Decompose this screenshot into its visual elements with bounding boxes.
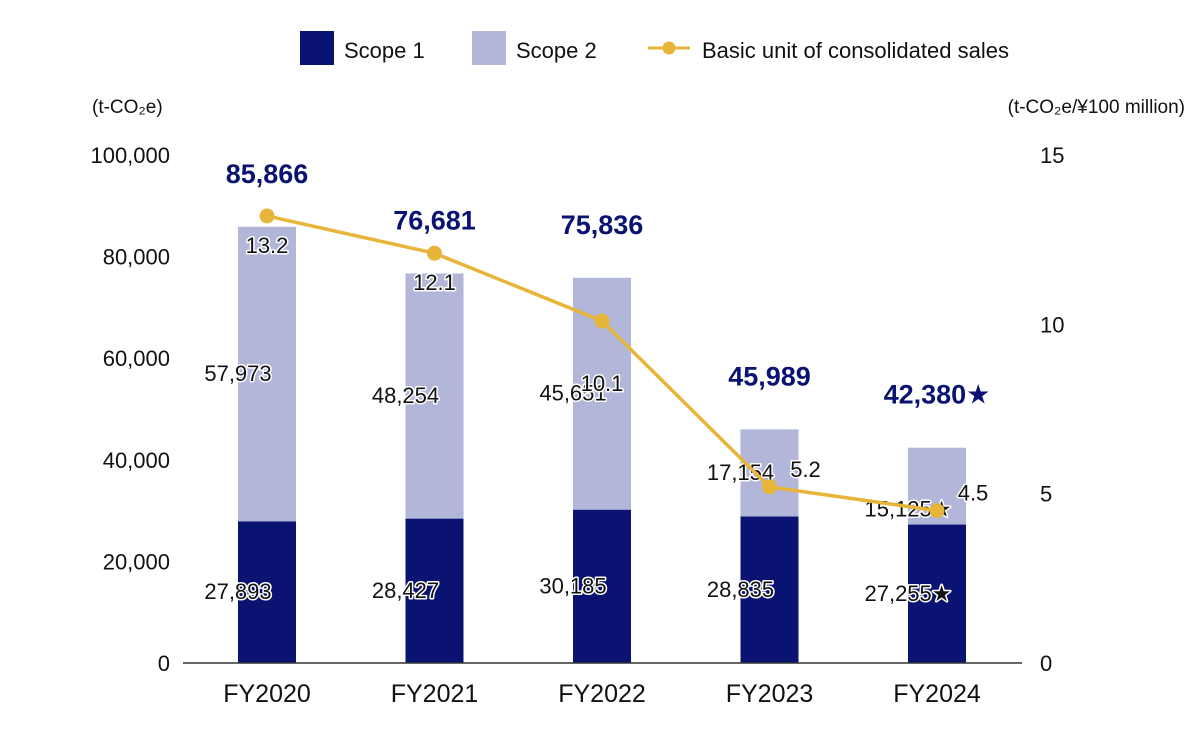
scope2-value-label: 48,254: [372, 383, 439, 408]
right-axis-unit: (t-CO₂e/¥100 million): [1008, 97, 1185, 118]
x-tick-label: FY2024: [893, 680, 981, 708]
line-point: [259, 208, 275, 224]
scope2-value-label: 57,973: [204, 361, 271, 386]
bar-scope1: [405, 518, 464, 663]
line-value-label: 13.2: [246, 233, 289, 258]
y-tick-label: 60,000: [103, 346, 170, 371]
scope1-value-label: 28,835: [707, 577, 774, 602]
scope1-value-label: 27,893: [204, 579, 271, 604]
scope1-value-label: 27,255★: [864, 581, 951, 606]
total-labels: 85,866 76,681 75,836 45,989 42,380★: [226, 159, 991, 410]
total-value-label: 85,866: [226, 159, 309, 189]
bar-scope1: [238, 521, 296, 663]
line-point: [594, 313, 610, 329]
bar-scope1: [573, 509, 631, 663]
x-tick-label: FY2022: [558, 680, 646, 708]
y-tick-label: 20,000: [103, 549, 170, 574]
left-axis: 0 20,000 40,000 60,000 80,000 100,000: [90, 143, 170, 676]
x-tick-label: FY2020: [223, 680, 311, 708]
line-value-label: 5.2: [790, 457, 821, 482]
y2-tick-label: 15: [1040, 143, 1064, 168]
x-tick-label: FY2021: [391, 680, 479, 708]
legend-line-marker: [662, 41, 676, 55]
line-point: [762, 479, 777, 495]
x-tick-label: FY2023: [726, 680, 814, 708]
segment-labels: 27,893 57,973 28,427 48,254 30,185 45,651 28,8…: [203, 360, 953, 608]
y-tick-label: 0: [158, 651, 170, 676]
y-tick-label: 80,000: [103, 245, 170, 270]
bar-scope2: [238, 226, 296, 522]
y2-tick-label: 5: [1040, 482, 1052, 507]
y2-tick-label: 10: [1040, 312, 1064, 337]
line-series-labels: 13.2 12.1 10.1 5.2 4.5: [244, 231, 990, 507]
bar-scope2: [740, 429, 799, 517]
y2-tick-label: 0: [1040, 651, 1052, 676]
total-value-label: 75,836: [561, 210, 644, 240]
line-point: [929, 503, 945, 519]
legend: Scope 1 Scope 2 Basic unit of consolidat…: [300, 31, 1009, 65]
legend-label-scope1: Scope 1: [344, 38, 425, 63]
left-axis-unit: (t-CO₂e): [92, 97, 163, 118]
legend-label-scope2: Scope 2: [516, 38, 597, 63]
total-value-label: 45,989: [728, 361, 811, 391]
legend-swatch-scope1: [300, 31, 334, 65]
legend-label-line: Basic unit of consolidated sales: [702, 38, 1009, 63]
line-point: [427, 245, 442, 261]
line-value-label: 10.1: [581, 371, 624, 396]
bar-scope1: [908, 524, 966, 663]
legend-swatch-scope2: [472, 31, 506, 65]
x-axis: FY2020 FY2021 FY2022 FY2023 FY2024: [223, 680, 981, 708]
total-value-label: 76,681: [393, 205, 476, 235]
bar-scope1: [740, 516, 799, 663]
line-series-points: [259, 208, 945, 519]
y-tick-label: 40,000: [103, 448, 170, 473]
right-axis: 0 5 10 15: [1040, 143, 1064, 676]
line-value-label: 12.1: [413, 270, 456, 295]
scope2-value-label: 45,651: [539, 381, 606, 406]
line-value-label: 4.5: [958, 481, 989, 506]
bars: [238, 226, 966, 663]
scope1-value-label: 30,185: [539, 573, 606, 598]
total-value-label: 42,380★: [884, 380, 991, 410]
y-tick-label: 100,000: [90, 143, 170, 168]
scope1-value-label: 28,427: [372, 578, 439, 603]
bar-scope2: [405, 273, 464, 519]
